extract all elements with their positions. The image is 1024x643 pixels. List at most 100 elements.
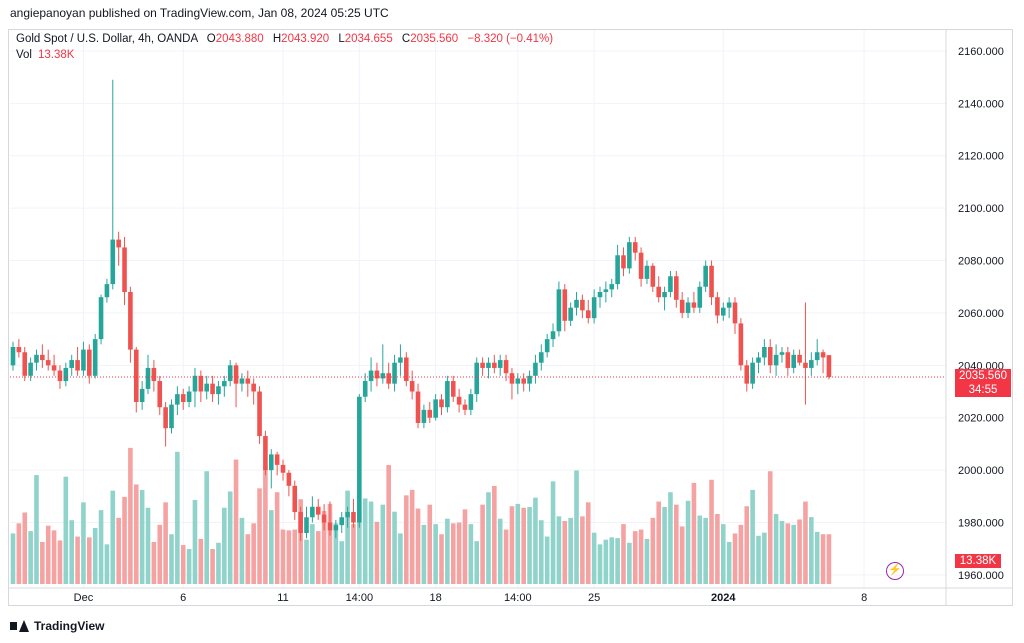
volume-bar (809, 517, 814, 584)
candle-body (527, 375, 532, 384)
candle-body (362, 381, 368, 397)
candle-body (292, 485, 298, 513)
candle-body (75, 360, 80, 371)
volume-bar (638, 529, 644, 584)
volume-bar (169, 534, 174, 584)
volume-bar (703, 517, 708, 584)
volume-bar (615, 538, 620, 584)
volume-bar (175, 451, 180, 584)
volume-bar (709, 479, 714, 584)
candle-body (398, 357, 403, 363)
candle-body (392, 362, 397, 384)
candle-body (251, 383, 256, 392)
volume-bar (492, 486, 497, 584)
candle-body (515, 378, 521, 384)
candle-body (57, 370, 63, 382)
candle-body (151, 367, 157, 382)
candle-body (333, 525, 339, 531)
volume-bar (409, 489, 415, 584)
candle-body (257, 391, 262, 437)
y-tick-label: 2000.000 (958, 465, 1004, 477)
volume-bar (720, 524, 726, 584)
volume-bar (398, 533, 403, 584)
volume-bar (580, 516, 585, 584)
volume-bar (767, 471, 773, 584)
candle-body (439, 399, 444, 408)
volume-bar (556, 516, 562, 584)
volume-bar (456, 522, 462, 584)
volume-bar (28, 531, 33, 584)
volume-bar (415, 508, 421, 584)
candle-body (175, 394, 180, 405)
x-tick-label: 8 (861, 592, 867, 604)
candle-body (603, 289, 609, 292)
volume-bar (756, 535, 761, 584)
volume-bar (380, 504, 386, 584)
volume-bar (227, 491, 233, 584)
volume-bar (591, 532, 597, 584)
candle-body (87, 349, 92, 376)
x-tick-label: 2024 (711, 592, 736, 604)
candle-body (509, 373, 515, 384)
volume-bar (304, 539, 309, 584)
volume-bar (22, 512, 28, 584)
volume-bar (87, 537, 92, 584)
candle-body (40, 354, 45, 361)
volume-bar (321, 510, 327, 584)
candle-body (773, 354, 779, 366)
volume-bar (544, 536, 550, 584)
volume-bar (797, 519, 802, 584)
volume-bar (139, 489, 145, 584)
x-tick-label: 14:00 (504, 592, 532, 604)
ohlc-legend: Gold Spot / U.S. Dollar, 4h, OANDA O2043… (16, 33, 553, 45)
candle-body (533, 362, 538, 376)
candle-body (456, 396, 462, 405)
close-label: C (401, 33, 411, 45)
volume-bar (621, 524, 626, 584)
candle-body (597, 291, 603, 298)
candle-body (497, 360, 503, 368)
footer-brand[interactable]: TradingView (10, 619, 104, 633)
candle-body (28, 362, 33, 376)
volume-bar (685, 500, 691, 584)
symbol-name[interactable]: Gold Spot / U.S. Dollar, 4h, OANDA (16, 33, 198, 45)
x-tick-label: 25 (588, 592, 600, 604)
volume-bar (632, 531, 638, 584)
candle-body (34, 354, 39, 363)
volume-value: 13.38K (38, 49, 75, 61)
candle-body (216, 386, 221, 395)
bar-countdown: 34:55 (968, 384, 998, 396)
candle-body (351, 512, 356, 523)
candle-body (122, 247, 127, 292)
volume-bar (679, 526, 685, 584)
candle-body (674, 276, 679, 300)
x-tick-label: 6 (180, 592, 186, 604)
candle-body (826, 355, 832, 377)
candle-body (22, 352, 28, 376)
flash-icon[interactable]: ⚡ (886, 562, 904, 580)
candle-body (627, 242, 632, 269)
volume-bar (274, 492, 280, 584)
volume-bar (198, 538, 204, 584)
candle-body (785, 352, 791, 368)
candle-body (521, 378, 526, 384)
volume-bar (826, 534, 832, 584)
volume-bar (257, 488, 262, 584)
candle-body (679, 299, 685, 313)
candle-body (562, 289, 568, 321)
candle-body (180, 394, 186, 402)
volume-bar (762, 532, 767, 584)
candle-body (51, 365, 57, 371)
candle-body (550, 331, 556, 340)
candle-body (632, 242, 638, 253)
volume-bar (650, 517, 656, 584)
volume-bar (163, 502, 168, 584)
y-tick-label: 1960.000 (958, 570, 1004, 582)
change-value: −8.320 (−0.41%) (467, 33, 554, 45)
volume-bar (63, 476, 69, 584)
candle-body (433, 399, 438, 418)
volume-bar (351, 524, 356, 584)
volume-bar (345, 490, 350, 584)
volume-bar (222, 507, 227, 584)
